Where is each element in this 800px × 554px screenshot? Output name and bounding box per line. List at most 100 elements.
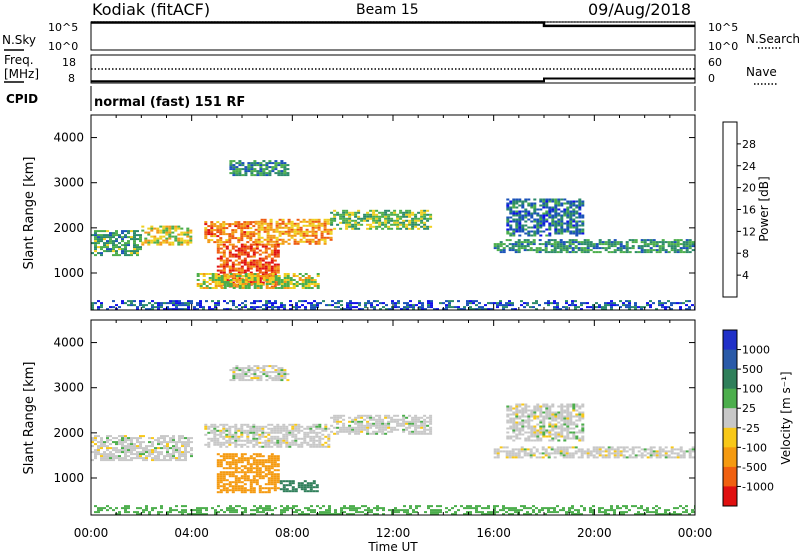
data-cell <box>572 405 576 408</box>
data-cell <box>533 405 537 408</box>
data-cell <box>150 229 154 232</box>
data-cell <box>306 484 310 487</box>
data-cell <box>429 422 433 425</box>
data-cell <box>263 222 267 225</box>
data-cell <box>100 240 103 243</box>
data-cell <box>661 302 664 305</box>
data-cell <box>267 431 271 434</box>
data-cell <box>545 413 549 416</box>
data-cell <box>253 162 257 165</box>
data-cell <box>270 445 274 448</box>
data-cell <box>296 240 300 243</box>
data-cell <box>225 435 229 438</box>
data-cell <box>532 454 536 457</box>
data-cell <box>237 427 241 430</box>
scatter-feature <box>196 273 320 289</box>
data-cell <box>252 443 256 446</box>
data-cell <box>417 426 421 429</box>
data-cell <box>216 225 220 228</box>
data-cell <box>178 439 181 442</box>
data-cell <box>390 217 394 220</box>
data-cell <box>469 505 472 508</box>
data-cell <box>557 222 561 225</box>
data-cell <box>311 222 315 225</box>
data-cell <box>384 416 388 419</box>
data-cell <box>560 419 564 422</box>
data-cell <box>231 489 235 492</box>
data-cell <box>229 275 233 277</box>
data-cell <box>259 375 263 378</box>
data-cell <box>127 505 130 508</box>
data-cell <box>97 230 100 233</box>
data-cell <box>557 421 561 424</box>
data-cell <box>548 214 552 217</box>
data-cell <box>234 259 238 262</box>
data-cell <box>405 219 409 222</box>
data-cell <box>225 257 229 260</box>
data-cell <box>607 239 611 242</box>
data-cell <box>296 222 300 225</box>
scatter-feature <box>91 300 695 310</box>
data-cell <box>97 308 100 310</box>
data-cell <box>378 430 382 433</box>
data-cell <box>317 228 321 231</box>
data-cell <box>181 435 184 438</box>
data-cell <box>234 231 238 234</box>
data-cell <box>578 228 582 231</box>
data-cell <box>258 253 262 256</box>
data-cell <box>157 513 160 515</box>
data-cell <box>264 483 268 486</box>
data-cell <box>258 257 262 260</box>
data-cell <box>181 437 184 440</box>
data-cell <box>276 481 280 484</box>
data-cell <box>448 509 451 512</box>
data-cell <box>509 224 513 227</box>
data-cell <box>270 431 274 434</box>
data-cell <box>439 505 442 508</box>
data-cell <box>100 453 103 456</box>
data-cell <box>358 308 361 310</box>
data-cell <box>388 308 391 310</box>
data-cell <box>423 420 427 423</box>
data-cell <box>325 511 328 514</box>
data-cell <box>366 217 370 220</box>
data-cell <box>259 300 262 303</box>
data-cell <box>118 254 121 257</box>
data-cell <box>646 448 650 451</box>
data-cell <box>271 281 275 283</box>
data-cell <box>253 287 257 289</box>
data-cell <box>559 446 563 449</box>
data-cell <box>237 261 241 264</box>
data-cell <box>402 213 406 216</box>
data-cell <box>616 243 620 246</box>
data-cell <box>181 453 184 456</box>
data-cell <box>360 416 364 419</box>
data-cell <box>240 259 244 262</box>
data-cell <box>372 422 376 425</box>
data-cell <box>364 505 367 508</box>
data-cell <box>235 511 238 514</box>
data-cell <box>667 245 671 248</box>
data-cell <box>298 300 301 303</box>
data-cell <box>637 450 641 453</box>
data-cell <box>225 223 229 226</box>
data-cell <box>357 430 361 433</box>
data-cell <box>214 279 218 281</box>
data-cell <box>228 265 232 268</box>
data-cell <box>175 302 178 305</box>
data-cell <box>241 369 245 372</box>
data-cell <box>393 221 397 224</box>
data-cell <box>256 509 259 512</box>
data-cell <box>604 306 607 309</box>
data-cell <box>246 221 250 224</box>
data-cell <box>628 306 631 309</box>
data-cell <box>556 243 560 246</box>
data-cell <box>103 441 106 444</box>
data-cell <box>225 457 229 460</box>
data-cell <box>184 437 187 440</box>
data-cell <box>261 471 265 474</box>
data-cell <box>250 275 254 277</box>
data-cell <box>267 461 271 464</box>
data-cell <box>533 210 537 213</box>
data-cell <box>556 448 560 451</box>
